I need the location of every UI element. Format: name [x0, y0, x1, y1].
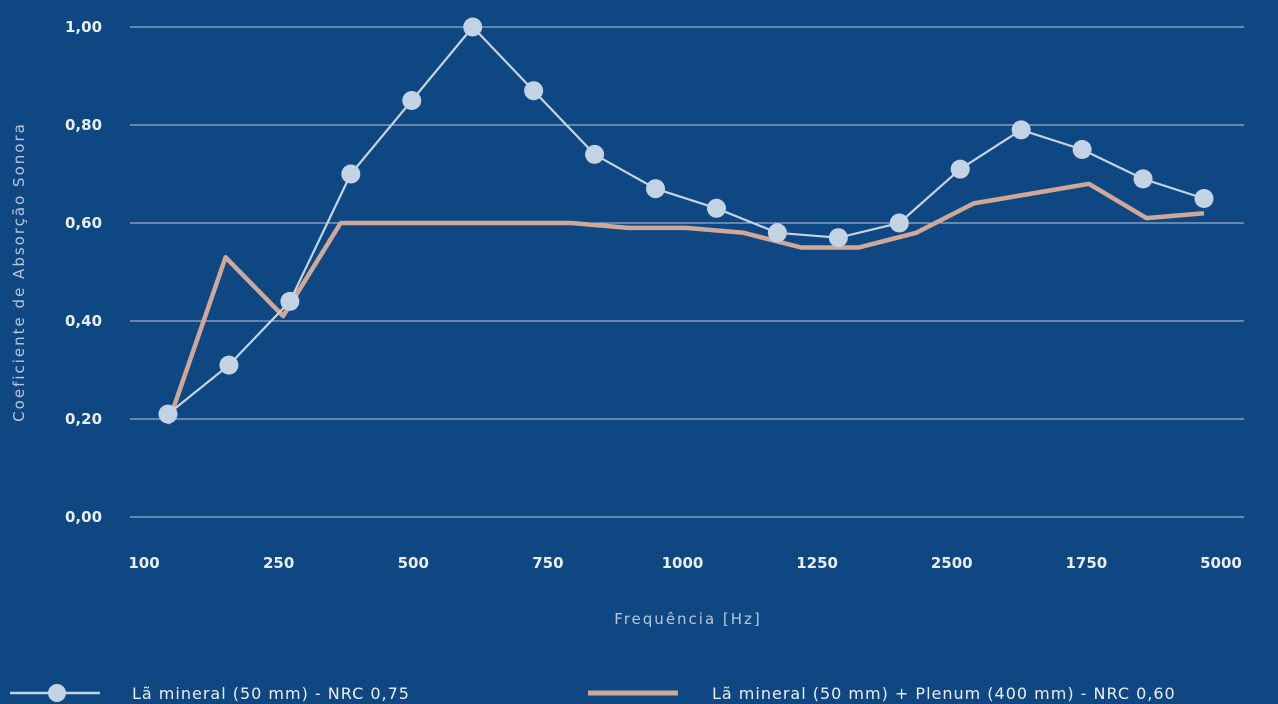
data-point: [524, 81, 544, 101]
legend-item-series-2: Lã mineral (50 mm) + Plenum (400 mm) - N…: [588, 684, 1176, 703]
data-point: [767, 223, 787, 243]
y-tick-label: 1,00: [65, 18, 102, 36]
y-tick-label: 0,60: [65, 214, 102, 232]
data-point: [1133, 169, 1153, 189]
x-tick-label: 500: [398, 554, 429, 572]
data-point: [1194, 189, 1214, 208]
y-tick-label: 0,00: [65, 508, 102, 526]
data-point: [463, 17, 483, 37]
grid-lines: [130, 26, 1244, 518]
series-line-1: [167, 25, 1205, 415]
x-tick-label: 1750: [1066, 554, 1108, 572]
y-tick-label: 0,80: [65, 116, 102, 134]
y-tick-label: 0,40: [65, 312, 102, 330]
x-axis-title: Frequência [Hz]: [614, 610, 762, 628]
data-point: [341, 164, 361, 184]
data-point: [1011, 120, 1031, 140]
series-lines: [165, 25, 1205, 425]
data-point: [402, 91, 422, 110]
data-point: [706, 198, 726, 218]
data-point: [585, 144, 605, 164]
y-tick-label: 0,20: [65, 410, 102, 428]
legend-label-series-2: Lã mineral (50 mm) + Plenum (400 mm) - N…: [712, 684, 1176, 703]
y-axis-title: Coeficiente de Absorção Sonora: [10, 122, 28, 422]
data-point: [158, 404, 178, 424]
data-point: [828, 228, 848, 248]
data-point: [280, 291, 300, 311]
legend-marker-series-1: [48, 684, 66, 702]
series-line-2: [165, 181, 1205, 425]
x-tick-labels: 100 250 500 750 1000 1250 2500 1750 5000: [128, 554, 1242, 572]
legend-label-series-1: Lã mineral (50 mm) - NRC 0,75: [132, 684, 410, 703]
data-point: [1072, 140, 1092, 159]
data-point: [646, 179, 666, 199]
x-tick-label: 1250: [796, 554, 838, 572]
legend-item-series-1: Lã mineral (50 mm) - NRC 0,75: [10, 684, 410, 703]
y-tick-labels: 0,00 0,20 0,40 0,60 0,80 1,00: [65, 18, 102, 526]
data-point: [950, 159, 970, 179]
x-tick-label: 5000: [1200, 554, 1242, 572]
data-point: [219, 355, 239, 375]
x-tick-label: 250: [263, 554, 294, 572]
x-tick-label: 2500: [931, 554, 973, 572]
series-markers: [158, 17, 1214, 424]
legend: Lã mineral (50 mm) - NRC 0,75 Lã mineral…: [10, 684, 1176, 703]
x-tick-label: 1000: [662, 554, 704, 572]
x-tick-label: 750: [532, 554, 563, 572]
x-tick-label: 100: [128, 554, 159, 572]
data-point: [889, 213, 909, 233]
